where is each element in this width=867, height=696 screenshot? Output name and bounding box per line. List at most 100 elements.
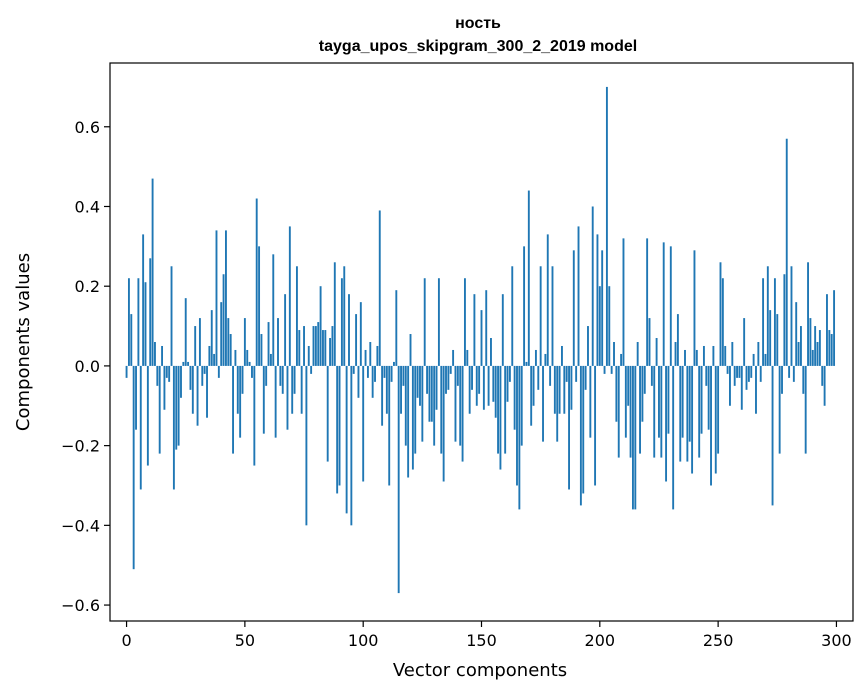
bar-83 [322, 330, 324, 366]
bar-273 [771, 365, 774, 506]
bar-277 [781, 365, 783, 394]
bar-247 [710, 365, 712, 486]
chart-subtitle: tayga_upos_skipgram_300_2_2019 model [319, 38, 637, 55]
bar-147 [473, 294, 476, 366]
bar-108 [381, 365, 384, 426]
bar-20 [172, 365, 175, 490]
bar-2 [130, 314, 133, 366]
bar-264 [750, 365, 753, 378]
bar-291 [814, 326, 817, 366]
bar-9 [146, 365, 149, 466]
bar-191 [577, 226, 580, 366]
bar-221 [648, 318, 651, 366]
bar-99 [359, 302, 362, 366]
bar-245 [705, 365, 708, 386]
bar-102 [366, 365, 369, 378]
bar-168 [523, 246, 526, 366]
bar-123 [416, 365, 419, 398]
bar-202 [603, 365, 606, 374]
bar-53 [251, 365, 253, 378]
bar-78 [310, 365, 313, 374]
bar-39 [217, 365, 220, 378]
bar-213 [629, 365, 632, 458]
bar-140 [456, 365, 459, 386]
bar-200 [598, 286, 601, 366]
bar-96 [352, 365, 355, 374]
bar-48 [239, 365, 242, 438]
bar-12 [154, 342, 156, 366]
bar-296 [826, 294, 828, 366]
bar-252 [721, 278, 724, 366]
bar-64 [277, 318, 279, 366]
bar-6 [139, 365, 142, 490]
bar-211 [624, 365, 627, 438]
bar-93 [345, 365, 348, 514]
bar-65 [279, 365, 282, 386]
bar-282 [792, 365, 795, 382]
bar-216 [636, 342, 639, 366]
bar-192 [579, 365, 582, 506]
bar-167 [520, 365, 523, 446]
bar-105 [374, 365, 376, 382]
bar-62 [272, 254, 275, 366]
bar-199 [596, 234, 599, 366]
x-tick-label: 200 [585, 631, 616, 650]
bar-43 [227, 318, 230, 366]
bar-51 [246, 349, 249, 366]
bar-110 [385, 365, 388, 414]
bar-11 [151, 178, 154, 366]
bar-185 [563, 365, 566, 414]
bar-179 [549, 365, 552, 386]
bar-278 [783, 274, 786, 366]
bar-198 [594, 365, 597, 486]
bar-98 [357, 365, 360, 398]
bar-125 [421, 365, 424, 442]
bar-70 [291, 365, 294, 414]
bar-92 [343, 266, 346, 366]
bar-85 [326, 365, 329, 462]
bar-131 [435, 365, 438, 410]
bar-160 [504, 365, 507, 454]
bar-71 [293, 365, 296, 394]
bar-90 [338, 365, 341, 486]
bar-249 [714, 365, 717, 474]
x-tick-label: 300 [821, 631, 852, 650]
bar-228 [665, 365, 668, 482]
bar-260 [740, 365, 743, 410]
bar-74 [300, 365, 303, 414]
bar-100 [362, 365, 365, 482]
bar-236 [684, 349, 686, 366]
bar-29 [194, 326, 197, 366]
bar-101 [364, 349, 367, 366]
bar-19 [170, 266, 173, 366]
bar-218 [641, 365, 644, 422]
bar-280 [788, 365, 791, 378]
bar-27 [189, 365, 192, 390]
bar-58 [262, 365, 265, 434]
bar-163 [511, 266, 514, 366]
bar-144 [466, 349, 469, 366]
bar-217 [639, 365, 641, 454]
bar-243 [700, 365, 703, 434]
bar-266 [755, 365, 757, 414]
bar-176 [542, 365, 544, 442]
bar-208 [617, 365, 620, 458]
bar-55 [255, 198, 258, 366]
bar-274 [773, 278, 776, 366]
bar-89 [336, 365, 339, 494]
y-tick-label: 0.4 [75, 197, 100, 216]
bar-263 [747, 365, 750, 382]
bar-232 [674, 342, 677, 366]
bar-171 [530, 365, 533, 426]
bar-15 [161, 345, 164, 366]
bar-67 [284, 294, 287, 366]
bar-194 [584, 365, 587, 390]
bar-230 [669, 246, 672, 366]
bar-79 [312, 326, 315, 366]
bar-115 [397, 365, 400, 594]
y-axis-ticks: −0.6 −0.4 −0.2 0.0 0.2 0.4 0.6 [61, 118, 110, 615]
bar-154 [490, 338, 492, 366]
bar-233 [676, 314, 679, 366]
bar-285 [799, 326, 802, 366]
bar-189 [572, 250, 575, 366]
